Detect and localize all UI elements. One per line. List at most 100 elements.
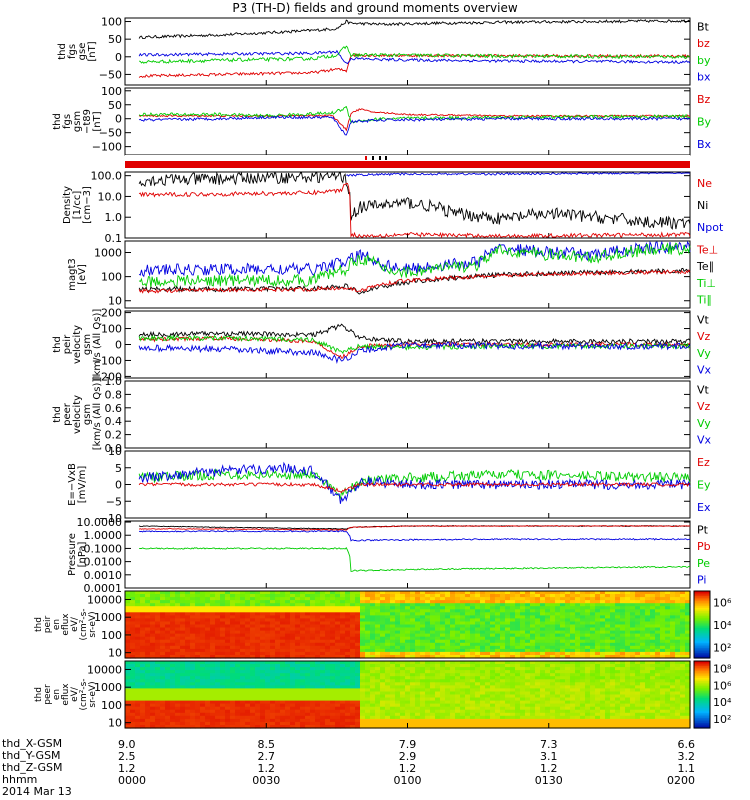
spec-cell	[210, 718, 216, 723]
spec-cell	[485, 715, 491, 720]
spec-cell	[265, 645, 271, 650]
spec-cell	[575, 600, 581, 604]
spec-cell	[465, 673, 471, 677]
spec-cell	[535, 594, 541, 598]
spec-cell	[310, 621, 316, 626]
spec-cell	[525, 597, 531, 601]
spec-cell	[610, 682, 616, 686]
spec-cell	[610, 606, 616, 610]
spec-cell	[525, 679, 531, 683]
spec-cell	[430, 594, 436, 598]
spec-cell	[240, 715, 246, 720]
spec-cell	[130, 679, 136, 683]
spec-cell	[560, 600, 566, 604]
spec-cell	[140, 703, 146, 708]
spec-cell	[205, 633, 211, 638]
spec-cell	[485, 685, 491, 689]
spec-cell	[190, 661, 196, 665]
spec-cell	[480, 621, 486, 626]
spec-cell	[400, 609, 406, 613]
spec-cell	[240, 624, 246, 629]
spec-cell	[420, 612, 426, 616]
spec-cell	[265, 636, 271, 641]
spec-cell	[565, 691, 571, 696]
spec-cell	[520, 676, 526, 680]
ytick-label-velocity-4: −200	[92, 370, 122, 383]
spec-cell	[285, 725, 291, 729]
spec-cell	[225, 685, 231, 689]
spec-cell	[195, 627, 201, 632]
spec-cell	[605, 676, 611, 680]
spec-cell	[615, 670, 621, 674]
spec-cell	[635, 624, 641, 629]
spec-cell	[305, 655, 311, 659]
spec-cell	[220, 673, 226, 677]
spec-cell	[250, 691, 256, 696]
spec-cell	[575, 682, 581, 686]
spec-cell	[550, 688, 556, 692]
spec-cell	[190, 721, 196, 726]
spec-cell	[155, 661, 161, 665]
spec-cell	[325, 639, 331, 644]
spec-cell	[285, 679, 291, 683]
spec-cell	[500, 685, 506, 689]
spec-cell	[480, 712, 486, 717]
spec-cell	[335, 676, 341, 680]
spec-cell	[150, 621, 156, 626]
spec-cell	[460, 655, 466, 659]
spec-cell	[465, 600, 471, 604]
spec-cell	[445, 630, 451, 635]
spec-cell	[495, 691, 501, 696]
spec-cell	[515, 706, 521, 711]
spec-cell	[460, 594, 466, 598]
spec-cell	[405, 651, 411, 656]
legend-density-0: Ne	[697, 177, 712, 190]
spec-cell	[500, 633, 506, 638]
spec-cell	[570, 612, 576, 616]
spec-cell	[600, 624, 606, 629]
spec-cell	[470, 718, 476, 723]
spec-cell	[460, 627, 466, 632]
spec-cell	[140, 594, 146, 598]
spec-cell	[460, 648, 466, 653]
spec-cell	[485, 645, 491, 650]
spec-cell	[360, 691, 366, 696]
spec-cell	[550, 661, 556, 665]
spec-cell	[475, 639, 481, 644]
spec-cell	[620, 609, 626, 613]
spec-cell	[180, 682, 186, 686]
spec-cell	[240, 621, 246, 626]
spec-cell	[175, 594, 181, 598]
spec-cell	[430, 627, 436, 632]
spec-cell	[340, 709, 346, 714]
spec-cell	[500, 630, 506, 635]
spec-cell	[405, 636, 411, 641]
spec-cell	[595, 636, 601, 641]
spec-cell	[295, 591, 301, 595]
spec-cell	[310, 645, 316, 650]
spec-cell	[295, 706, 301, 711]
spec-cell	[245, 691, 251, 696]
spec-cell	[545, 642, 551, 647]
spec-cell	[535, 685, 541, 689]
spec-cell	[440, 664, 446, 668]
spec-cell	[405, 667, 411, 671]
spec-cell	[570, 615, 576, 619]
spec-cell	[485, 636, 491, 641]
spec-cell	[365, 597, 371, 601]
spec-cell	[250, 597, 256, 601]
spec-cell	[150, 688, 156, 692]
spec-cell	[560, 597, 566, 601]
spec-cell	[355, 718, 361, 723]
spec-cell	[235, 721, 241, 726]
spec-cell	[610, 697, 616, 702]
spec-cell	[680, 621, 686, 626]
spec-cell	[470, 642, 476, 647]
colorbar-cell	[694, 637, 710, 641]
spec-cell	[275, 615, 281, 619]
spec-cell	[405, 709, 411, 714]
spec-cell	[560, 618, 566, 622]
spec-cell	[325, 709, 331, 714]
spec-cell	[465, 718, 471, 723]
spec-cell	[230, 712, 236, 717]
